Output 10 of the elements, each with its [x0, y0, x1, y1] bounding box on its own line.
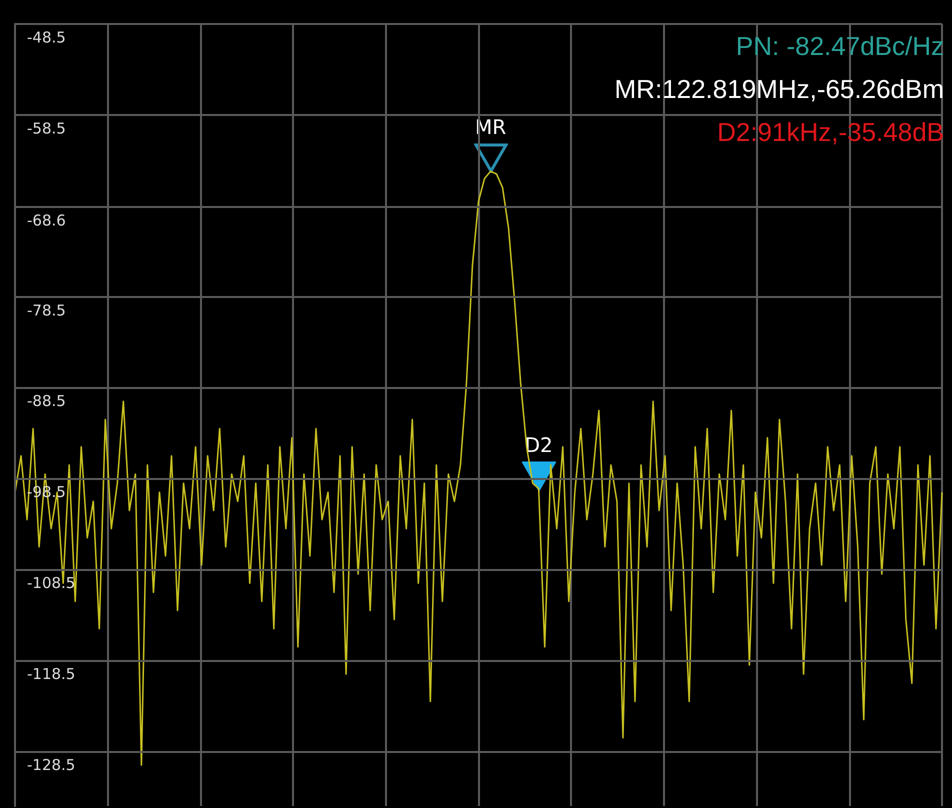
y-tick-label: -88.5	[27, 392, 66, 410]
annotation: MR:122.819MHz,-65.26dBm	[614, 74, 944, 104]
y-tick-label: -128.5	[27, 756, 76, 774]
y-tick-label: -78.5	[27, 301, 66, 320]
annotation: D2:91kHz,-35.48dB	[717, 117, 944, 147]
y-tick-label: -48.5	[27, 28, 66, 46]
y-tick-label: -58.5	[27, 119, 66, 138]
y-tick-label: -68.6	[27, 211, 66, 230]
y-tick-label: -108.5	[27, 574, 76, 592]
y-tick-label: -118.5	[27, 665, 76, 684]
